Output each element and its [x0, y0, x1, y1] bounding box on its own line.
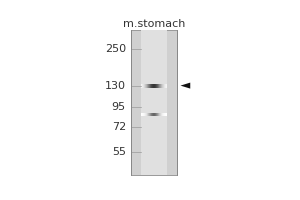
- Text: 250: 250: [105, 44, 126, 54]
- Text: 72: 72: [112, 122, 126, 132]
- Text: 55: 55: [112, 147, 126, 157]
- Bar: [141, 30, 167, 175]
- Text: m.stomach: m.stomach: [123, 19, 185, 29]
- Text: 130: 130: [105, 81, 126, 91]
- Polygon shape: [181, 83, 190, 89]
- Bar: [130, 30, 177, 175]
- Text: 95: 95: [112, 102, 126, 112]
